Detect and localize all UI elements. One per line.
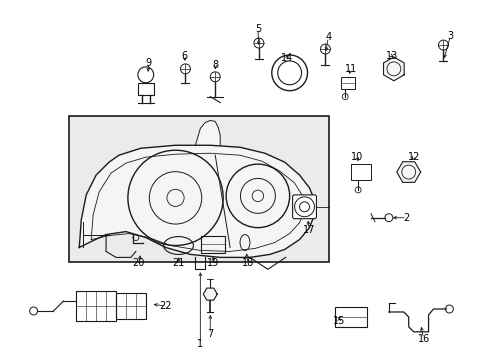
- Bar: [138, 83, 153, 95]
- Bar: [116, 293, 145, 319]
- Text: 12: 12: [407, 152, 419, 162]
- Polygon shape: [79, 145, 314, 257]
- Text: 14: 14: [280, 53, 292, 63]
- Bar: [341, 77, 354, 89]
- Text: 11: 11: [345, 64, 357, 74]
- Text: 22: 22: [159, 301, 171, 311]
- Text: 3: 3: [447, 31, 452, 41]
- Bar: [201, 235, 224, 253]
- Polygon shape: [203, 288, 217, 300]
- Text: 7: 7: [207, 329, 213, 339]
- Text: 17: 17: [303, 225, 315, 235]
- Bar: [335, 307, 366, 327]
- Text: 19: 19: [207, 258, 219, 268]
- Text: 20: 20: [132, 258, 145, 268]
- Bar: [350, 164, 370, 180]
- Polygon shape: [383, 57, 403, 81]
- Polygon shape: [195, 121, 220, 145]
- Text: 2: 2: [403, 213, 409, 223]
- Text: 1: 1: [197, 339, 203, 349]
- Text: 10: 10: [350, 152, 363, 162]
- Text: 4: 4: [325, 32, 331, 42]
- Text: 13: 13: [385, 51, 397, 61]
- Text: 6: 6: [181, 51, 187, 61]
- Text: 8: 8: [212, 60, 218, 70]
- Bar: [69, 116, 328, 262]
- Text: 18: 18: [242, 258, 254, 268]
- Text: 21: 21: [172, 258, 184, 268]
- Text: 9: 9: [145, 58, 151, 68]
- Text: 16: 16: [417, 334, 429, 344]
- Text: 15: 15: [332, 316, 345, 326]
- Text: 5: 5: [254, 24, 261, 34]
- Polygon shape: [396, 162, 420, 183]
- FancyBboxPatch shape: [292, 195, 316, 219]
- Bar: [76, 291, 116, 321]
